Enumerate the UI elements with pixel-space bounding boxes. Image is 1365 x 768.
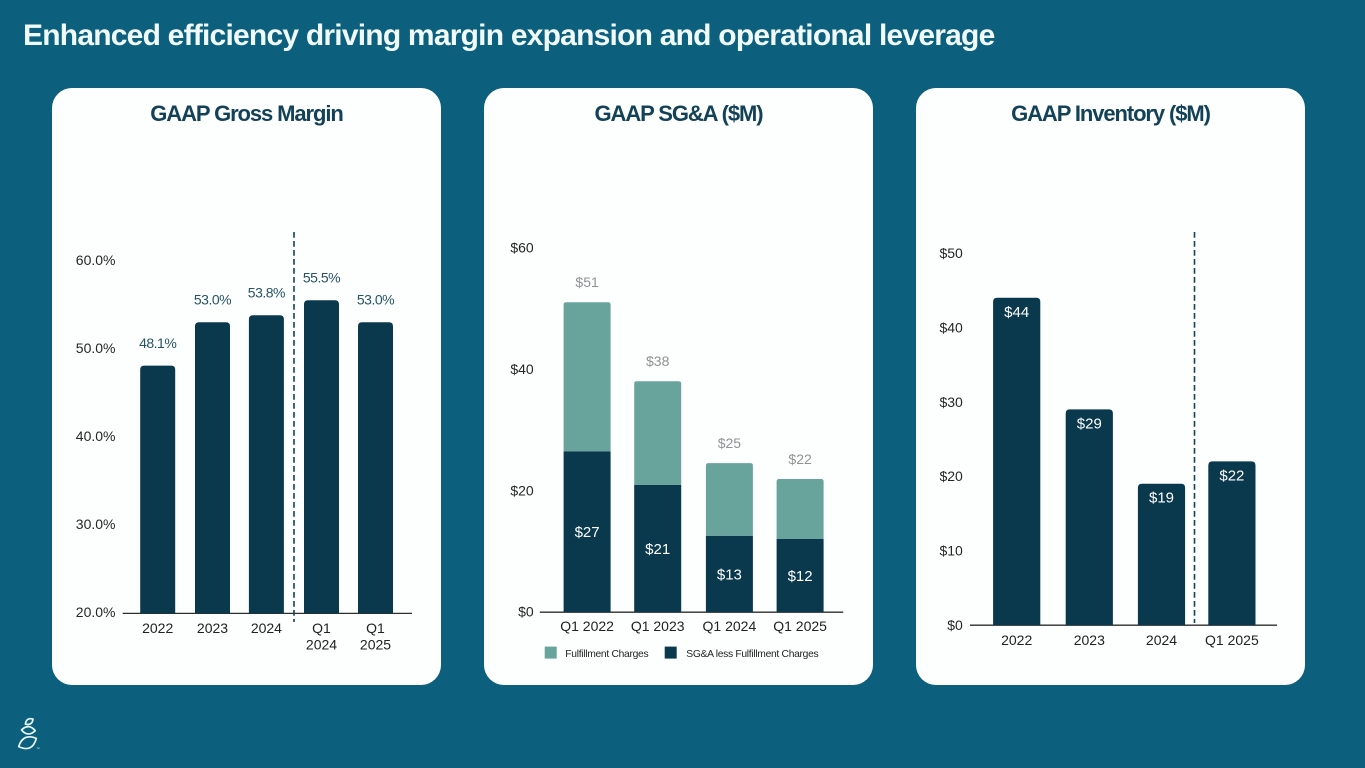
svg-text:Q1: Q1 [312, 620, 331, 636]
svg-text:$0: $0 [947, 617, 963, 633]
svg-text:2022: 2022 [142, 620, 173, 636]
svg-text:48.1%: 48.1% [139, 335, 176, 351]
svg-text:$51: $51 [575, 274, 599, 290]
svg-text:$20: $20 [939, 468, 963, 484]
svg-text:55.5%: 55.5% [303, 270, 340, 286]
svg-text:$13: $13 [717, 567, 742, 584]
svg-text:53.0%: 53.0% [357, 292, 394, 308]
svg-text:2023: 2023 [1074, 632, 1105, 648]
svg-text:$25: $25 [718, 435, 742, 451]
svg-text:Q1 2023: Q1 2023 [631, 618, 685, 634]
svg-text:2023: 2023 [197, 620, 228, 636]
svg-text:Fulfillment Charges: Fulfillment Charges [565, 649, 648, 660]
svg-text:2022: 2022 [1001, 632, 1032, 648]
svg-text:$22: $22 [1219, 467, 1244, 484]
svg-text:™: ™ [36, 747, 40, 751]
svg-text:30.0%: 30.0% [76, 516, 116, 532]
svg-text:Q1 2022: Q1 2022 [560, 618, 614, 634]
svg-text:$60: $60 [510, 240, 534, 256]
svg-text:Q1: Q1 [366, 620, 385, 636]
svg-text:2024: 2024 [251, 620, 282, 636]
svg-text:Q1 2025: Q1 2025 [773, 618, 827, 634]
svg-text:2025: 2025 [360, 637, 391, 653]
svg-text:$38: $38 [646, 353, 670, 369]
svg-text:Q1 2025: Q1 2025 [1205, 632, 1259, 648]
svg-text:$29: $29 [1077, 415, 1102, 432]
svg-text:53.0%: 53.0% [194, 292, 231, 308]
svg-text:60.0%: 60.0% [76, 252, 116, 268]
svg-text:40.0%: 40.0% [76, 428, 116, 444]
svg-text:$19: $19 [1149, 490, 1174, 507]
svg-text:SG&A less Fulfillment Charges: SG&A less Fulfillment Charges [686, 649, 818, 660]
svg-text:Q1 2024: Q1 2024 [703, 618, 757, 634]
svg-text:$12: $12 [788, 568, 813, 585]
svg-text:50.0%: 50.0% [76, 340, 116, 356]
svg-text:$40: $40 [939, 320, 963, 336]
svg-text:GAAP Gross Margin: GAAP Gross Margin [150, 101, 343, 126]
svg-text:GAAP Inventory ($M): GAAP Inventory ($M) [1011, 101, 1210, 126]
svg-text:$27: $27 [575, 524, 600, 541]
svg-text:$10: $10 [939, 543, 963, 559]
svg-text:GAAP SG&A ($M): GAAP SG&A ($M) [595, 101, 764, 126]
svg-text:$21: $21 [645, 541, 670, 558]
svg-text:$44: $44 [1004, 304, 1029, 321]
svg-text:20.0%: 20.0% [76, 604, 116, 620]
svg-text:$30: $30 [939, 394, 963, 410]
svg-text:$40: $40 [510, 361, 534, 377]
svg-text:2024: 2024 [306, 637, 337, 653]
svg-text:$20: $20 [510, 483, 534, 499]
svg-text:53.8%: 53.8% [248, 285, 285, 301]
svg-text:$0: $0 [518, 604, 534, 620]
svg-text:$22: $22 [788, 451, 812, 467]
svg-text:$50: $50 [939, 245, 963, 261]
svg-text:2024: 2024 [1146, 632, 1177, 648]
